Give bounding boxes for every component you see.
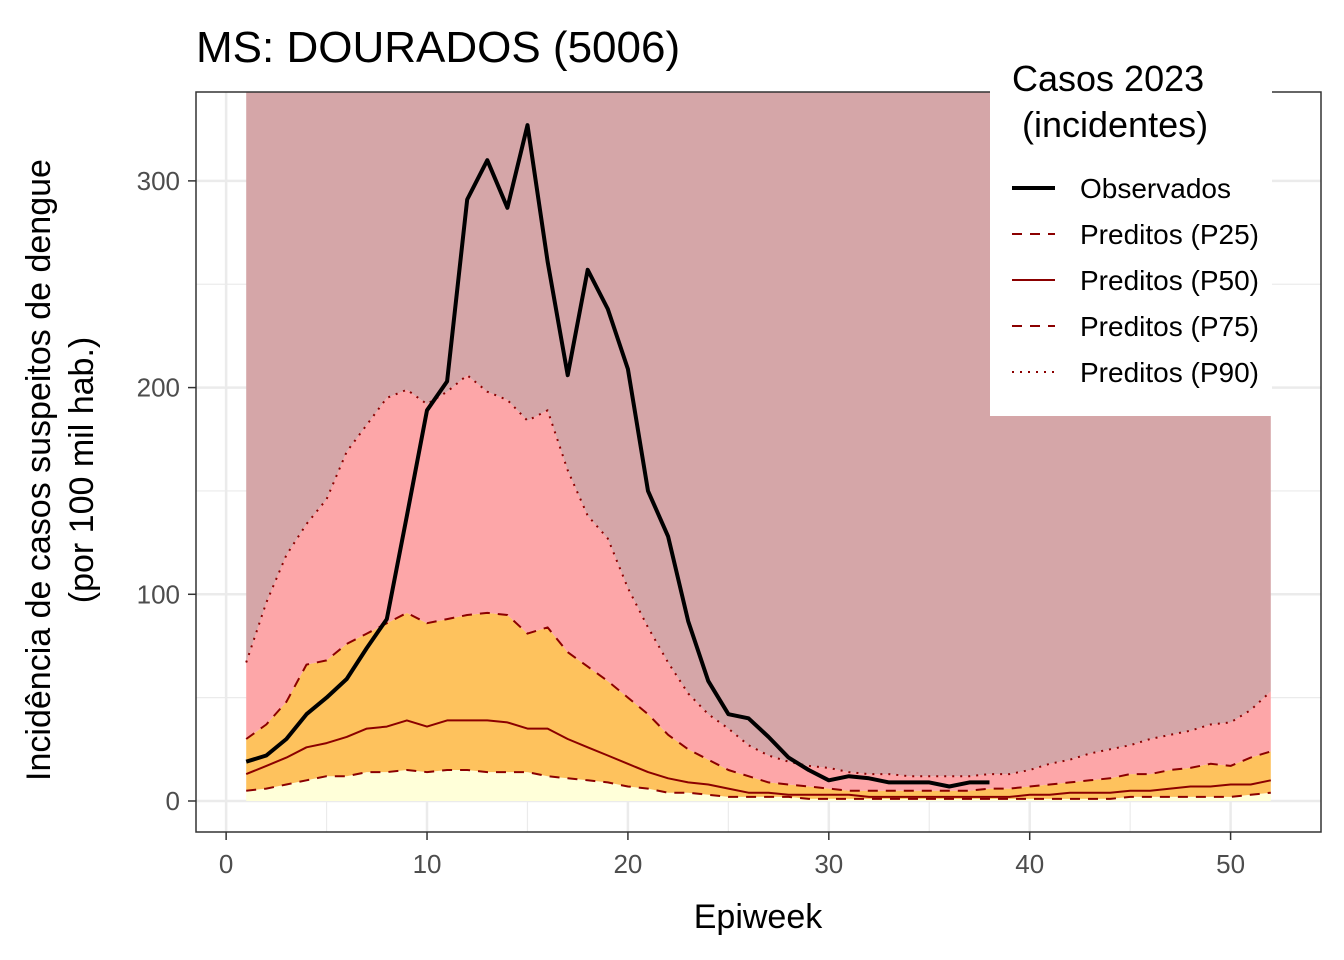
- legend-label-preditos-p25: Preditos (P25): [1080, 219, 1259, 250]
- y-tick-label: 200: [137, 373, 180, 403]
- y-tick-label: 100: [137, 579, 180, 609]
- x-axis-title: Epiweek: [694, 898, 824, 936]
- x-tick-label: 10: [413, 849, 442, 879]
- band-p75-p90: [246, 375, 1271, 791]
- axes: 0 10 20 30 40 50 0 100 200 300: [137, 166, 1245, 879]
- y-tick-label: 300: [137, 166, 180, 196]
- legend-label-preditos-p75: Preditos (P75): [1080, 311, 1259, 342]
- series-lines: [245, 123, 1272, 800]
- y-axis-title-line-1: Incidência de casos suspeitos de dengue: [20, 159, 58, 781]
- band-below-p25: [246, 770, 1271, 801]
- legend-label-preditos-p90: Preditos (P90): [1080, 357, 1259, 388]
- series-line-preditos-p50: [245, 719, 1272, 798]
- panel-border: [195, 91, 1322, 833]
- series-line-preditos-p90: [245, 374, 1272, 778]
- legend-items: Observados Preditos (P25) Preditos (P50) Pr…: [1012, 173, 1259, 388]
- series-line-preditos-p75: [245, 611, 1272, 792]
- legend-title-line-2: (incidentes): [1012, 104, 1208, 145]
- x-tick-label: 30: [814, 849, 843, 879]
- y-axis-ticks: 0 100 200 300: [137, 166, 196, 816]
- y-tick-label: 0: [166, 786, 180, 816]
- x-tick-label: 0: [219, 849, 233, 879]
- x-tick-label: 50: [1216, 849, 1245, 879]
- chart-title: MS: DOURADOS (5006): [196, 23, 680, 72]
- x-axis-ticks: 0 10 20 30 40 50: [219, 832, 1245, 879]
- band-p25-p75: [246, 612, 1271, 799]
- series-line-observados: [245, 123, 990, 789]
- x-tick-label: 20: [613, 849, 642, 879]
- legend-title-line-1: Casos 2023: [1012, 58, 1204, 99]
- legend-label-preditos-p50: Preditos (P50): [1080, 265, 1259, 296]
- legend: Casos 2023 (incidentes) Observados Predit…: [990, 58, 1272, 416]
- legend-background: [990, 60, 1272, 416]
- legend-label-observados: Observados: [1080, 173, 1231, 204]
- x-tick-label: 40: [1015, 849, 1044, 879]
- y-axis-title-line-2: (por 100 mil hab.): [63, 337, 101, 603]
